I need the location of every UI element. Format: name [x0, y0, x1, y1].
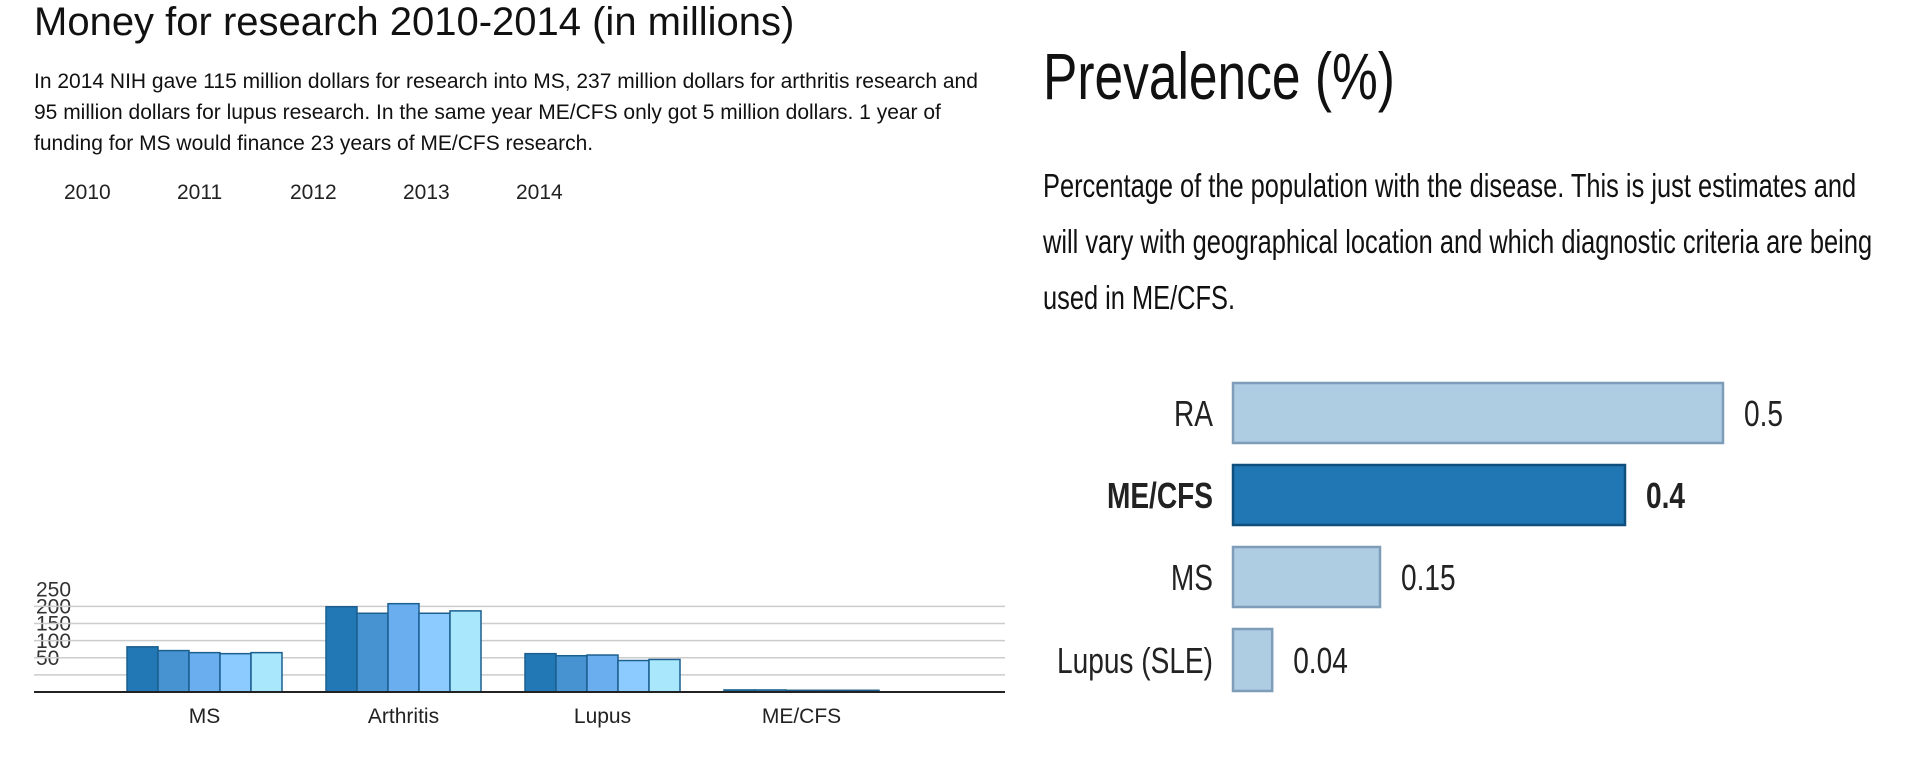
bar-arthritis-2011	[356, 612, 389, 693]
legend-entry: 2011	[177, 181, 222, 204]
bar-arthritis-2010	[325, 606, 358, 693]
prevalence-value-label: 0.15	[1401, 558, 1456, 598]
x-category-label: Arthritis	[368, 705, 439, 728]
bar-lupus-2014	[648, 658, 681, 693]
prevalence-category-label: ME/CFS	[1107, 476, 1213, 516]
money-chart-title: Money for research 2010-2014 (in million…	[34, 0, 795, 44]
y-tick-label: 250	[36, 578, 71, 601]
x-category-label: Lupus	[574, 705, 631, 728]
legend-entry: 2010	[64, 181, 111, 204]
bar-arthritis-2013	[418, 612, 451, 693]
bar-arthritis-2014	[449, 610, 482, 693]
prevalence-category-label: RA	[1174, 394, 1213, 434]
prevalence-value-label: 0.04	[1293, 641, 1348, 681]
prevalence-value-label: 0.5	[1744, 394, 1783, 434]
bar-ms-2012	[188, 651, 221, 693]
legend-entry: 2014	[516, 181, 563, 204]
prevalence-bar-mecfs	[1231, 463, 1627, 527]
prevalence-bar-ra	[1231, 381, 1725, 445]
prevalence-bar-lupussle	[1231, 627, 1274, 693]
money-chart-description: In 2014 NIH gave 115 million dollars for…	[34, 70, 978, 155]
prevalence-category-label: Lupus (SLE)	[1057, 641, 1213, 681]
legend-entry: 2012	[290, 181, 337, 204]
prevalence-chart-title: Prevalence (%)	[1043, 39, 1395, 113]
prevalence-bar-ms	[1231, 545, 1382, 609]
prevalence-category-label: MS	[1171, 558, 1213, 598]
prevalence-chart-description: Percentage of the population with the di…	[1043, 167, 1873, 316]
x-category-label: ME/CFS	[762, 705, 841, 728]
prevalence-value-label: 0.4	[1646, 476, 1685, 516]
bar-lupus-2013	[617, 659, 650, 693]
legend-entry: 2013	[403, 181, 450, 204]
x-category-label: MS	[189, 705, 221, 728]
